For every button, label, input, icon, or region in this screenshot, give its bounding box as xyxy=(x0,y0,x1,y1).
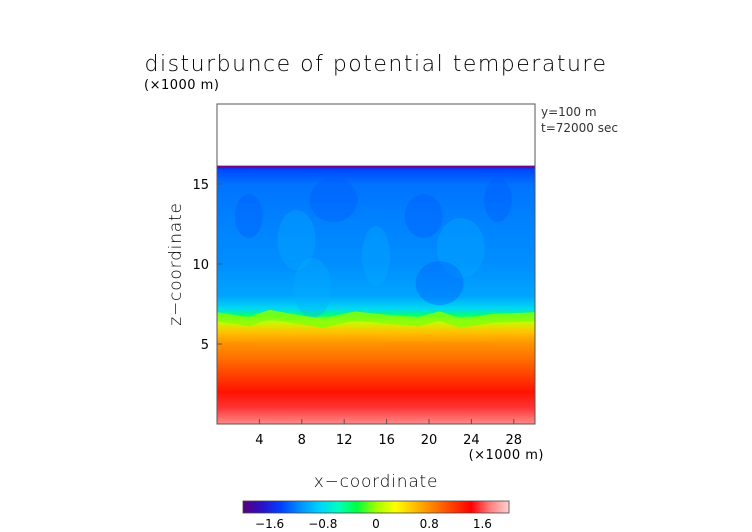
eddy-blob xyxy=(309,178,358,222)
annotation-t: t=72000 sec xyxy=(541,121,618,135)
y-axis-label: z−coordinate xyxy=(166,202,186,325)
chart-title: disturbunce of potential temperature xyxy=(145,52,608,77)
x-tick-label: 12 xyxy=(336,433,353,448)
y-tick-label: 5 xyxy=(201,338,209,353)
colorbar-tick-label: 0 xyxy=(372,517,380,531)
eddy-blob xyxy=(277,210,316,270)
colorbar-tick-label: 1.6 xyxy=(473,517,492,531)
eddy-blob xyxy=(234,194,263,238)
colorbar: −1.6 −0.8 0 0.8 1.6 xyxy=(242,500,510,531)
y-tick-label: 15 xyxy=(192,178,209,193)
colorbar-tick-label: −1.6 xyxy=(255,517,284,531)
eddy-blob xyxy=(293,258,332,318)
x-axis: 4 8 12 16 20 24 28 xyxy=(255,419,522,448)
x-tick-label: 28 xyxy=(506,433,523,448)
x-unit-label: (×1000 m) xyxy=(469,448,544,463)
eddy-blob xyxy=(362,226,390,286)
interface-layer xyxy=(217,309,535,328)
x-tick-label: 4 xyxy=(255,433,263,448)
temperature-eddies xyxy=(234,178,512,318)
annotation-y: y=100 m xyxy=(541,105,597,119)
colorbar-ticks: −1.6 −0.8 0 0.8 1.6 xyxy=(255,517,492,531)
colorbar-tick-label: −0.8 xyxy=(308,517,337,531)
eddy-blob xyxy=(483,178,512,222)
x-tick-label: 16 xyxy=(378,433,395,448)
colorbar-tick-label: 0.8 xyxy=(420,517,439,531)
colorbar-scale xyxy=(242,500,510,514)
x-tick-label: 20 xyxy=(421,433,438,448)
plot-area xyxy=(216,103,536,425)
eddy-blob xyxy=(415,261,464,306)
eddy-blob xyxy=(436,218,485,278)
y-unit-label: (×1000 m) xyxy=(144,78,219,93)
eddy-blob xyxy=(404,194,443,238)
x-tick-label: 24 xyxy=(463,433,480,448)
y-tick-label: 10 xyxy=(192,258,209,273)
y-axis: 5 10 15 xyxy=(192,178,222,353)
x-axis-label: x−coordinate xyxy=(314,472,439,492)
x-tick-label: 8 xyxy=(298,433,306,448)
temperature-field xyxy=(217,166,535,424)
